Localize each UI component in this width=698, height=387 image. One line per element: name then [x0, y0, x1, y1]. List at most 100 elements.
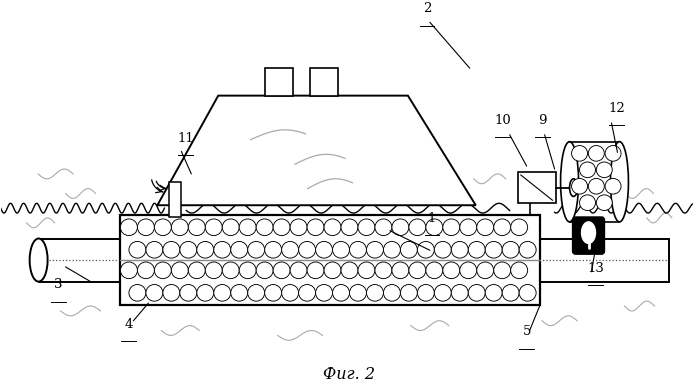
Polygon shape: [157, 96, 476, 205]
Circle shape: [222, 219, 239, 236]
Circle shape: [256, 219, 273, 236]
Circle shape: [222, 262, 239, 279]
Circle shape: [460, 262, 477, 279]
Circle shape: [443, 219, 460, 236]
Circle shape: [511, 219, 528, 236]
Circle shape: [332, 241, 350, 258]
Text: 5: 5: [523, 325, 531, 338]
Circle shape: [188, 262, 205, 279]
Circle shape: [485, 284, 502, 301]
Circle shape: [366, 241, 383, 258]
Text: 11: 11: [177, 132, 194, 145]
Bar: [518, 172, 556, 203]
Circle shape: [426, 219, 443, 236]
Circle shape: [375, 262, 392, 279]
Circle shape: [231, 241, 248, 258]
Circle shape: [596, 162, 612, 178]
Text: 2: 2: [423, 2, 431, 15]
Circle shape: [502, 284, 519, 301]
Circle shape: [358, 262, 375, 279]
Circle shape: [417, 241, 434, 258]
Circle shape: [579, 162, 595, 178]
Circle shape: [519, 284, 536, 301]
Circle shape: [493, 219, 511, 236]
Circle shape: [180, 241, 197, 258]
Circle shape: [163, 241, 180, 258]
Circle shape: [307, 219, 324, 236]
Circle shape: [477, 219, 493, 236]
Circle shape: [443, 262, 460, 279]
Circle shape: [519, 241, 536, 258]
Circle shape: [231, 284, 248, 301]
Circle shape: [605, 178, 621, 194]
Text: 3: 3: [54, 278, 63, 291]
Text: Фиг. 2: Фиг. 2: [323, 366, 375, 383]
Circle shape: [383, 241, 401, 258]
Circle shape: [290, 262, 307, 279]
Circle shape: [324, 262, 341, 279]
Circle shape: [239, 219, 256, 236]
Circle shape: [299, 284, 315, 301]
Ellipse shape: [570, 179, 577, 197]
Circle shape: [121, 262, 138, 279]
Circle shape: [248, 241, 265, 258]
Circle shape: [256, 262, 273, 279]
Polygon shape: [581, 222, 595, 243]
Circle shape: [477, 262, 493, 279]
Circle shape: [452, 284, 468, 301]
Circle shape: [401, 241, 417, 258]
Circle shape: [273, 262, 290, 279]
Circle shape: [180, 284, 197, 301]
Bar: [170, 182, 181, 217]
Circle shape: [121, 219, 138, 236]
Circle shape: [214, 284, 231, 301]
Text: 10: 10: [494, 114, 511, 127]
Circle shape: [409, 262, 426, 279]
Bar: [265, 68, 293, 96]
Circle shape: [605, 146, 621, 161]
Ellipse shape: [29, 238, 47, 282]
Circle shape: [171, 262, 188, 279]
Circle shape: [154, 262, 171, 279]
Circle shape: [324, 219, 341, 236]
Circle shape: [188, 219, 205, 236]
Circle shape: [315, 284, 332, 301]
Circle shape: [579, 195, 595, 211]
Circle shape: [341, 262, 358, 279]
Circle shape: [205, 262, 222, 279]
Circle shape: [468, 241, 485, 258]
Circle shape: [205, 219, 222, 236]
Circle shape: [129, 241, 146, 258]
Circle shape: [375, 219, 392, 236]
Circle shape: [138, 262, 154, 279]
Circle shape: [146, 241, 163, 258]
Bar: [310, 68, 338, 96]
Circle shape: [248, 284, 265, 301]
Circle shape: [596, 195, 612, 211]
Circle shape: [171, 219, 188, 236]
Circle shape: [315, 241, 332, 258]
Text: 9: 9: [538, 114, 547, 127]
Circle shape: [307, 262, 324, 279]
Circle shape: [426, 262, 443, 279]
Circle shape: [154, 219, 171, 236]
Circle shape: [485, 241, 502, 258]
Circle shape: [401, 284, 417, 301]
Circle shape: [434, 241, 452, 258]
Text: 13: 13: [587, 262, 604, 275]
Circle shape: [452, 241, 468, 258]
Circle shape: [358, 219, 375, 236]
Circle shape: [493, 262, 511, 279]
Text: 1: 1: [428, 212, 436, 225]
Circle shape: [163, 284, 180, 301]
Circle shape: [281, 241, 299, 258]
Circle shape: [138, 219, 154, 236]
Circle shape: [197, 241, 214, 258]
Circle shape: [281, 284, 299, 301]
Circle shape: [511, 262, 528, 279]
Ellipse shape: [611, 142, 628, 222]
Circle shape: [146, 284, 163, 301]
Circle shape: [350, 284, 366, 301]
Circle shape: [468, 284, 485, 301]
Circle shape: [434, 284, 452, 301]
